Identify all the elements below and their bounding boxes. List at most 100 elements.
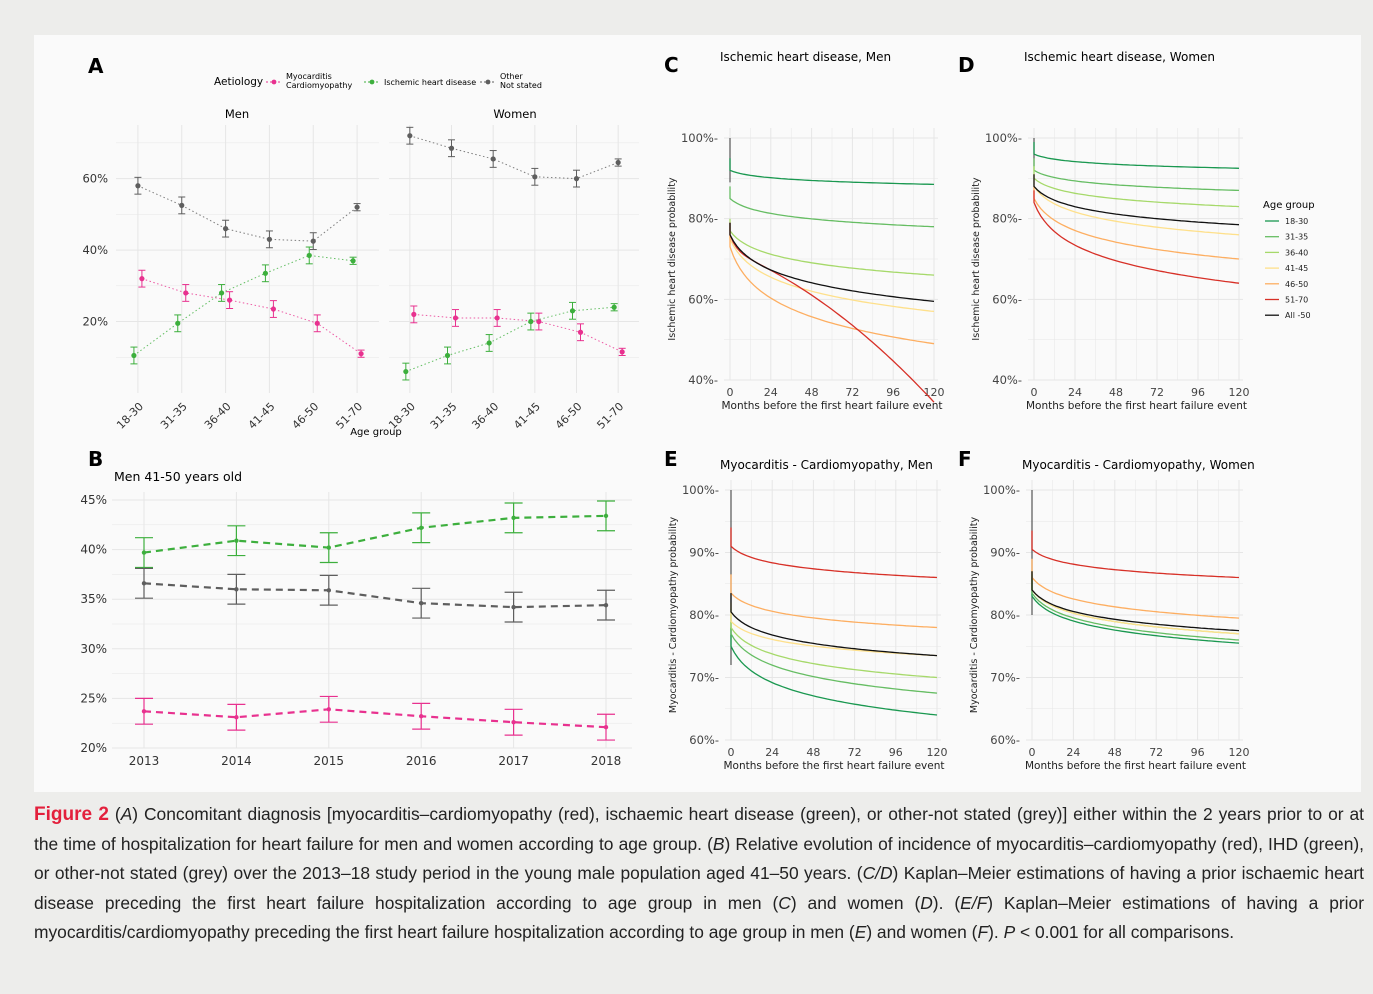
x-tick-label-b: 2015 [314, 754, 345, 768]
x-tick-label-b: 2018 [591, 754, 622, 768]
data-point-a [262, 270, 269, 276]
x-tick-label-a: 46-50 [290, 400, 322, 432]
x-tick-label: 72 [1150, 386, 1164, 399]
figure-caption: Figure 2 (A) Concomitant diagnosis [myoc… [34, 800, 1364, 948]
km-curve [730, 615, 938, 694]
data-point-b [326, 545, 331, 550]
y-tick-label: 100%- [682, 483, 719, 497]
caption-segment: C/D [862, 863, 893, 883]
y-tick-label-b: 45% [80, 493, 107, 507]
x-tick-label: 0 [727, 386, 734, 399]
km-curve [1033, 174, 1240, 226]
km-curve [729, 218, 935, 276]
x-tick-label: 48 [1108, 746, 1122, 759]
data-point-a [619, 349, 625, 355]
y-axis-label: Ischemic heart disease probability [971, 177, 982, 340]
x-tick-label: 120 [1229, 746, 1250, 759]
y-tick-label: 80%- [689, 608, 719, 622]
title-c: Ischemic heart disease, Men [720, 50, 891, 64]
x-tick-label-a: 41-45 [511, 400, 543, 432]
km-curve [1033, 174, 1240, 236]
data-point-b [234, 538, 239, 543]
y-tick-label: 90%- [990, 546, 1020, 560]
caption-segment: C [778, 892, 791, 913]
panel-letter-f: F [958, 447, 972, 471]
x-tick-label: 72 [848, 746, 862, 759]
x-tick-label: 24 [1068, 386, 1082, 399]
data-point-a [179, 202, 185, 208]
x-tick-label: 96 [1191, 386, 1205, 399]
data-point-b [234, 715, 239, 720]
panel-letter-c: C [664, 53, 679, 77]
km-curve [730, 608, 938, 679]
caption-segment: D [920, 892, 933, 913]
data-point-b [603, 602, 609, 608]
caption-segment: ( [108, 804, 121, 824]
caption-segment: < 0.001 for all comparisons. [1015, 922, 1235, 942]
caption-segment: ). ( [932, 892, 961, 913]
data-point-a [270, 306, 277, 312]
legend-label: Other [500, 72, 523, 81]
legend-label: 46-50 [1285, 280, 1308, 289]
y-tick-label: 100%- [985, 131, 1022, 145]
data-point-a [569, 308, 576, 314]
x-tick-label-a: 51-70 [594, 400, 626, 432]
data-point-a [486, 340, 492, 346]
legend-label: 51-70 [1285, 296, 1308, 305]
x-tick-label: 72 [845, 386, 859, 399]
x-tick-label: 96 [889, 746, 903, 759]
data-point-a [226, 297, 233, 303]
panel-letter-d: D [958, 53, 975, 77]
km-curve [729, 158, 935, 186]
y-tick-label: 70%- [689, 671, 719, 685]
km-curve [729, 226, 935, 313]
y-tick-label: 60%- [992, 292, 1022, 306]
data-point-b [141, 709, 147, 714]
x-tick-label: 0 [1031, 386, 1038, 399]
y-tick-label: 40%- [992, 373, 1022, 387]
x-axis-label-a: Age group [350, 427, 402, 438]
title-e: Myocarditis - Cardiomyopathy, Men [720, 458, 933, 472]
data-point-a [528, 318, 534, 325]
km-curve [730, 574, 938, 629]
data-point-b [419, 714, 424, 719]
data-point-a [175, 320, 181, 326]
panel-letter-e: E [664, 447, 678, 471]
km-curve [730, 593, 938, 657]
x-axis-label: Months before the first heart failure ev… [1026, 400, 1247, 412]
km-curve [1031, 571, 1240, 635]
km-curve [1033, 166, 1240, 208]
caption-segment: E/F [960, 892, 988, 913]
series-line-a [137, 185, 358, 242]
y-tick-label: 60%- [688, 292, 718, 306]
series-line-a [409, 135, 619, 180]
km-curve [1031, 558, 1240, 619]
data-point-b [511, 604, 516, 610]
data-point-b [141, 550, 147, 555]
data-point-a [411, 311, 417, 317]
legend-label: All -50 [1285, 311, 1311, 320]
data-point-a [135, 183, 141, 189]
data-point-a [139, 276, 145, 282]
data-point-a [266, 236, 273, 242]
caption-segment: ) and women ( [790, 892, 921, 913]
series-line-a [405, 306, 615, 373]
data-point-b [603, 513, 609, 519]
data-point-a [183, 290, 189, 296]
series-line-a [133, 254, 354, 356]
y-tick-label: 80%- [992, 212, 1022, 226]
km-curve [729, 186, 935, 228]
x-tick-label: 120 [924, 386, 945, 399]
caption-body: (A) Concomitant diagnosis [myocarditis–c… [34, 804, 1364, 942]
legend-key-dot [485, 79, 491, 85]
data-point-a [452, 315, 459, 321]
facet-label-men: Men [225, 107, 249, 121]
data-point-b [326, 588, 331, 593]
km-curve [1031, 577, 1240, 644]
y-tick-label-a: 40% [82, 243, 108, 257]
km-curve [1033, 158, 1240, 192]
data-point-a [310, 238, 316, 244]
data-point-a [532, 174, 538, 180]
